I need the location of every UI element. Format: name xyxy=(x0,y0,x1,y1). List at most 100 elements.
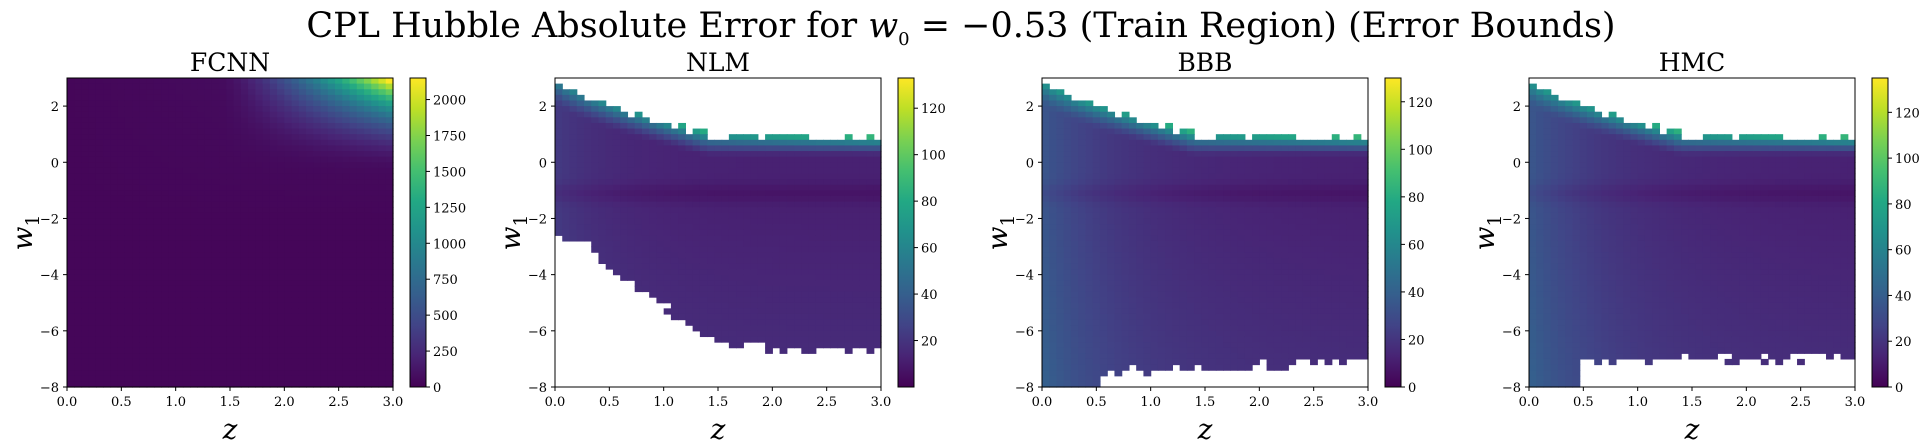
heatmap-cell xyxy=(707,195,715,203)
heatmap-cell xyxy=(226,353,235,360)
heatmap-cell xyxy=(1121,195,1130,203)
heatmap-cell xyxy=(168,313,177,321)
heatmap-cell xyxy=(772,207,781,214)
heatmap-cell xyxy=(605,117,614,124)
heatmap-cell xyxy=(714,179,723,186)
heatmap-cell xyxy=(88,330,97,338)
heatmap-cell xyxy=(88,167,97,175)
heatmap-cell xyxy=(219,179,227,186)
heatmap-cell xyxy=(327,263,336,270)
heatmap-cell xyxy=(844,274,853,281)
heatmap-cell xyxy=(117,257,126,264)
heatmap-cell xyxy=(371,263,380,270)
heatmap-cell xyxy=(1114,370,1123,377)
heatmap-cell xyxy=(88,285,97,293)
heatmap-cell xyxy=(233,364,242,371)
heatmap-cell xyxy=(1078,173,1087,180)
heatmap-cell xyxy=(226,167,235,175)
heatmap-cell xyxy=(1128,229,1137,236)
heatmap-cell xyxy=(313,218,322,225)
heatmap-cell xyxy=(714,280,723,287)
heatmap-cell xyxy=(830,184,839,191)
heatmap-cell xyxy=(356,280,365,287)
heatmap-cell xyxy=(1078,139,1087,147)
heatmap-cell xyxy=(364,342,372,349)
heatmap-cell xyxy=(794,297,802,304)
heatmap-cell xyxy=(233,330,242,338)
heatmap-cell xyxy=(255,381,264,388)
heatmap-cell xyxy=(1128,313,1137,321)
heatmap-cell xyxy=(175,111,184,118)
heatmap-cell xyxy=(743,325,752,332)
heatmap-cell xyxy=(612,229,621,236)
heatmap-cell xyxy=(663,257,672,264)
heatmap-cell xyxy=(298,229,307,236)
heatmap-cell xyxy=(692,184,701,191)
x-axis-label: z xyxy=(710,413,726,446)
heatmap-cell xyxy=(699,274,708,281)
heatmap-cell xyxy=(378,128,387,135)
heatmap-cell xyxy=(269,280,278,287)
heatmap-cell xyxy=(190,336,198,343)
heatmap-cell xyxy=(168,353,177,360)
heatmap-cell xyxy=(161,257,170,264)
heatmap-cell xyxy=(699,224,708,231)
heatmap-cell xyxy=(67,195,75,203)
heatmap-cell xyxy=(808,212,817,220)
heatmap-cell xyxy=(1107,291,1116,298)
heatmap-cell xyxy=(641,179,650,186)
heatmap-cell xyxy=(736,297,744,304)
heatmap-cell xyxy=(378,263,387,270)
heatmap-cell xyxy=(95,291,104,298)
heatmap-cell xyxy=(670,128,679,135)
heatmap-cell xyxy=(371,83,380,90)
heatmap-cell xyxy=(248,128,256,135)
heatmap-cell xyxy=(139,201,148,208)
heatmap-cell xyxy=(1056,139,1065,147)
heatmap-cell xyxy=(342,375,351,382)
heatmap-cell xyxy=(327,195,336,203)
heatmap-cell xyxy=(844,252,853,259)
heatmap-cell xyxy=(757,173,766,180)
heatmap-cell xyxy=(1085,190,1094,197)
heatmap-cell xyxy=(1049,240,1058,248)
heatmap-cell xyxy=(226,83,235,90)
heatmap-cell xyxy=(298,342,307,349)
heatmap-cell xyxy=(1099,179,1108,186)
heatmap-cell xyxy=(808,235,817,242)
heatmap-cell xyxy=(1165,224,1173,231)
heatmap-cell xyxy=(808,274,817,281)
heatmap-cell xyxy=(591,179,600,186)
heatmap-cell xyxy=(859,297,868,304)
heatmap-cell xyxy=(786,330,795,338)
heatmap-cell xyxy=(313,325,322,332)
heatmap-cell xyxy=(1042,285,1050,293)
heatmap-cell xyxy=(335,302,343,309)
heatmap-cell xyxy=(342,342,351,349)
heatmap-cell xyxy=(204,179,213,186)
heatmap-cell xyxy=(197,297,206,304)
heatmap-cell xyxy=(95,336,104,343)
heatmap-cell xyxy=(1114,117,1123,124)
heatmap-cell xyxy=(103,218,112,225)
heatmap-cell xyxy=(139,257,148,264)
heatmap-cell xyxy=(342,364,351,371)
heatmap-cell xyxy=(765,190,773,197)
heatmap-cell xyxy=(262,302,271,309)
heatmap-cell xyxy=(103,94,112,102)
heatmap-cell xyxy=(81,246,90,253)
heatmap-cell xyxy=(342,179,351,186)
heatmap-cell xyxy=(371,139,380,147)
heatmap-cell xyxy=(576,229,585,236)
heatmap-cell xyxy=(1078,207,1087,214)
heatmap-cell xyxy=(67,122,75,130)
heatmap-cell xyxy=(298,111,307,118)
heatmap-cell xyxy=(772,313,781,321)
heatmap-cell xyxy=(1092,195,1101,203)
heatmap-cell xyxy=(685,167,694,175)
heatmap-cell xyxy=(226,145,235,152)
heatmap-cell xyxy=(277,190,285,197)
heatmap-cell xyxy=(67,83,75,90)
heatmap-cell xyxy=(306,134,314,141)
heatmap-cell xyxy=(103,240,112,248)
